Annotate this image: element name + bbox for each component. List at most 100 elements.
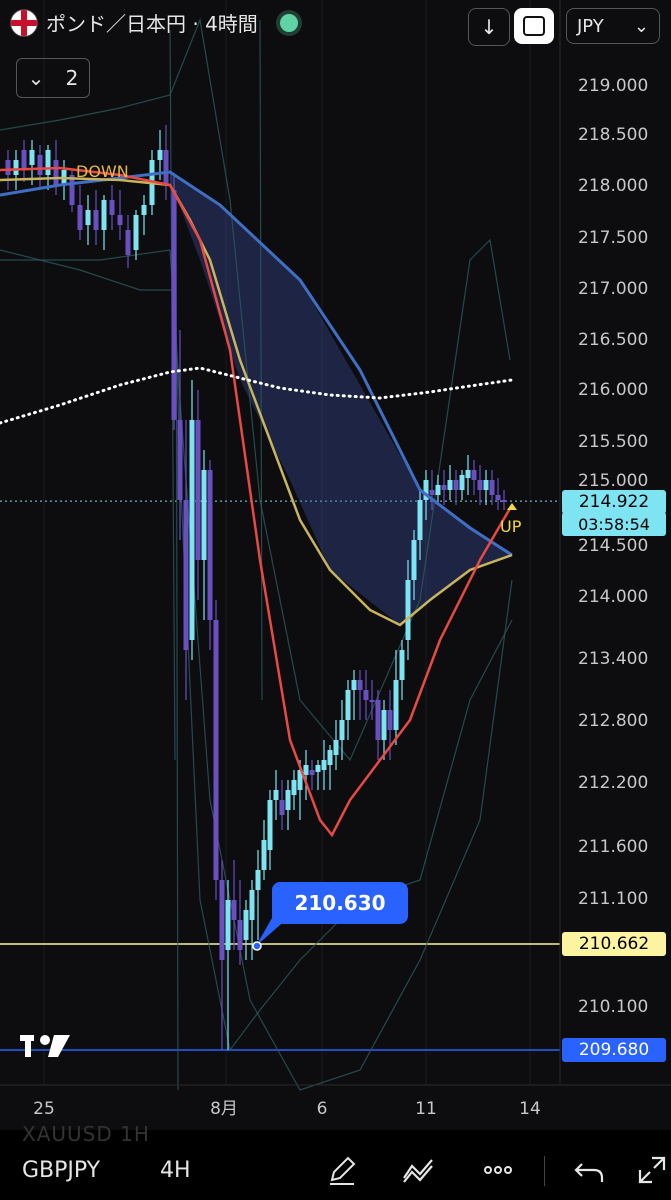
x-tick-label: 11 <box>415 1099 437 1119</box>
candle-body <box>465 470 471 478</box>
y-tick-label: 217.500 <box>578 228 648 248</box>
candle-body <box>285 790 291 810</box>
candle-body <box>351 680 357 690</box>
candle-body <box>255 870 261 890</box>
y-tick-label: 218.000 <box>578 176 648 196</box>
candle-body <box>53 160 59 185</box>
candle-body <box>219 880 225 960</box>
toolbar-divider <box>544 1156 545 1186</box>
candle-body <box>381 710 387 740</box>
tradingview-logo <box>20 1035 70 1057</box>
candle-body <box>423 480 429 500</box>
candle-body <box>157 150 163 160</box>
candle-body <box>495 495 501 500</box>
candle-body <box>471 470 477 480</box>
candle-body <box>345 690 351 720</box>
candle-body <box>195 420 201 560</box>
indicator-count: 2 <box>65 66 79 90</box>
candle-body <box>411 540 417 580</box>
candle-body <box>447 480 453 490</box>
bollinger-band-line <box>0 17 511 762</box>
undo-icon[interactable] <box>572 1152 608 1188</box>
candle-body <box>369 700 375 702</box>
candle-body <box>183 500 189 650</box>
y-tick-label: 212.800 <box>578 711 648 731</box>
bollinger-band-line <box>0 249 513 1052</box>
candle-body <box>297 770 303 790</box>
candle-body <box>441 485 447 490</box>
y-tick-label: 218.500 <box>578 125 648 145</box>
candle-body <box>45 150 51 175</box>
square-icon <box>523 16 545 36</box>
ma-white-dotted-line <box>0 366 514 425</box>
symbol-button[interactable]: GBPJPY <box>22 1158 101 1183</box>
chart-header: ポンド／日本円 · 4時間 <box>10 8 298 37</box>
candle-body <box>85 210 91 225</box>
candle-body <box>207 470 213 620</box>
last-price-tag: 214.922 <box>562 490 666 514</box>
candle-body <box>109 200 115 215</box>
candle-body <box>29 150 35 165</box>
download-button[interactable]: ↓ <box>468 8 510 46</box>
candle-body <box>309 770 315 775</box>
market-open-status-icon <box>279 13 298 32</box>
candle-body <box>339 720 345 740</box>
currency-label: JPY <box>577 15 604 37</box>
candle-body <box>483 480 489 490</box>
y-tick-label: 217.000 <box>578 279 648 299</box>
candle-body <box>315 765 321 772</box>
countdown-tag: 03:58:54 <box>562 512 666 536</box>
candle-body <box>93 210 99 230</box>
pencil-icon[interactable] <box>324 1152 360 1188</box>
candle-body <box>327 750 333 765</box>
price-chart[interactable]: 219.000 218.500 218.000 217.500 217.000 216.5… <box>0 0 671 1130</box>
down-label: DOWN <box>76 162 129 181</box>
y-tick-label: 214.000 <box>578 587 648 607</box>
x-tick-label: 8月 <box>210 1099 238 1119</box>
currency-select[interactable]: JPY ⌄ <box>566 8 660 44</box>
candle-body <box>225 900 231 950</box>
candle-body <box>429 490 435 495</box>
candle-body <box>101 200 107 230</box>
candle-body <box>21 150 27 170</box>
candle-body <box>363 690 369 700</box>
expand-icon[interactable] <box>634 1152 670 1188</box>
indicator-toggle-button[interactable]: ⌄ 2 <box>16 58 90 98</box>
candle-body <box>333 740 339 755</box>
y-tick-label: 219.000 <box>578 76 648 96</box>
candle-body <box>417 500 423 540</box>
callout-pointer <box>252 918 288 951</box>
candle-body <box>177 420 183 500</box>
up-arrow-icon <box>507 503 517 510</box>
candle-body <box>267 800 273 850</box>
candle-body <box>375 700 381 740</box>
candle-body <box>399 650 405 680</box>
candle-body <box>201 470 207 560</box>
candle-body <box>405 580 411 640</box>
candle-body <box>321 760 327 770</box>
candle-body <box>213 620 219 880</box>
candle-body <box>171 190 177 420</box>
candle-body <box>69 175 75 205</box>
candle-body <box>459 475 465 490</box>
x-tick-label: 14 <box>519 1099 541 1119</box>
candle-body <box>141 205 147 215</box>
candle-body <box>249 890 255 920</box>
candle-body <box>231 900 237 920</box>
candle-body <box>453 480 459 490</box>
bottom-toolbar <box>0 1130 671 1200</box>
candle-body <box>77 205 83 230</box>
candle-body <box>291 780 297 795</box>
ma-red-line <box>0 166 514 838</box>
chart-title: ポンド／日本円 · 4時間 <box>46 12 258 36</box>
candle-body <box>5 160 11 175</box>
indicators-icon[interactable] <box>400 1152 436 1188</box>
fullscreen-button[interactable] <box>514 8 554 44</box>
timeframe-button[interactable]: 4H <box>160 1158 191 1183</box>
candle-body <box>133 215 139 250</box>
chevron-down-icon: ⌄ <box>633 15 649 37</box>
low-price-callout[interactable]: 210.630 <box>272 882 408 924</box>
y-tick-label: 211.100 <box>578 889 648 909</box>
ghost-symbol-text: XAUUSD 1H <box>22 1122 150 1146</box>
more-icon[interactable] <box>480 1152 516 1188</box>
